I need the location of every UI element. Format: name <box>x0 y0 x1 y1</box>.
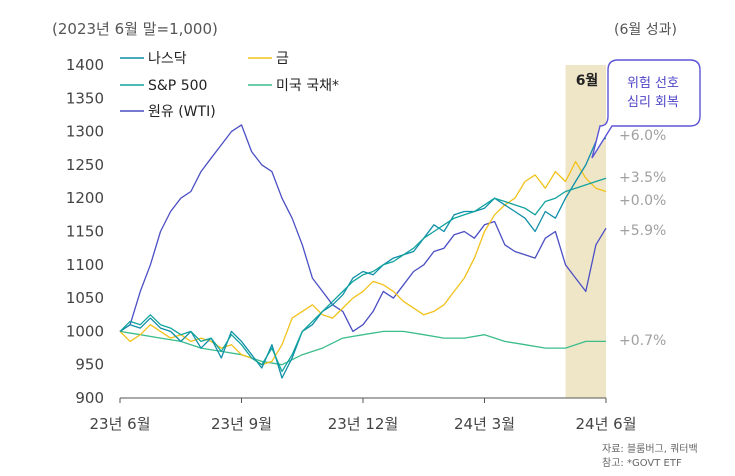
y-tick-label: 1100 <box>66 256 104 274</box>
legend-label: S&P 500 <box>148 78 207 94</box>
perf-label-treasury: +0.7% <box>619 333 666 349</box>
y-tick-label: 950 <box>75 356 104 374</box>
callout-bubble <box>591 59 701 159</box>
perf-label-sp500: +3.5% <box>619 170 666 186</box>
series-line-sp500 <box>119 177 607 373</box>
series-lines <box>119 124 607 379</box>
perf-label-wti: +5.9% <box>619 223 666 239</box>
performance-labels: +6.0% +0.0% +3.5% +0.7% +5.9% <box>619 128 666 349</box>
legend-label: 금 <box>276 51 289 67</box>
y-tick-label: 1000 <box>66 322 104 340</box>
legend-label: 원유 (WTI) <box>148 104 216 120</box>
legend-label: 미국 국채* <box>276 78 339 94</box>
y-tick-label: 1250 <box>66 156 104 174</box>
callout-line2: 심리 회복 <box>627 95 679 110</box>
june-highlight-band <box>565 65 606 398</box>
period-label: (6월 성과) <box>614 22 677 38</box>
legend-label: 나스닥 <box>148 51 187 67</box>
highlight-label: 6월 <box>576 72 599 89</box>
y-tick-label: 1400 <box>66 56 104 74</box>
y-tick-label: 1050 <box>66 289 104 307</box>
x-tick-label: 24년 6월 <box>576 415 637 433</box>
y-tick-label: 1350 <box>66 89 104 107</box>
source-line2: 참고: *GOVT ETF <box>602 457 682 469</box>
series-line-nasdaq <box>119 137 607 379</box>
x-tick-label: 24년 3월 <box>454 415 515 433</box>
source-line1: 자료: 블룸버그, 쿼터백 <box>602 443 698 455</box>
legend: 나스닥 금 S&P 500 미국 국채* 원유 (WTI) <box>120 51 339 120</box>
series-line-gold <box>119 160 607 366</box>
y-tick-label: 1150 <box>66 223 104 241</box>
x-axis: 23년 6월 23년 9월 23년 12월 24년 3월 24년 6월 <box>90 397 637 433</box>
series-line-wti <box>119 124 607 333</box>
y-tick-label: 900 <box>75 389 104 407</box>
y-axis: 900 950 1000 1050 1100 1150 1200 1250 1300 1350 14… <box>66 56 104 407</box>
series-line-treasury <box>119 330 606 366</box>
y-tick-label: 1200 <box>66 189 104 207</box>
perf-label-gold: +0.0% <box>619 193 666 209</box>
x-tick-label: 23년 12월 <box>328 415 399 433</box>
y-tick-label: 1300 <box>66 123 104 141</box>
perf-label-nasdaq: +6.0% <box>619 128 666 144</box>
callout-line1: 위험 선호 <box>627 76 679 91</box>
x-tick-label: 23년 9월 <box>211 415 272 433</box>
callout: 위험 선호 심리 회복 <box>591 59 701 159</box>
x-tick-label: 23년 6월 <box>90 415 151 433</box>
base-note: (2023년 6월 말=1,000) <box>52 20 218 38</box>
